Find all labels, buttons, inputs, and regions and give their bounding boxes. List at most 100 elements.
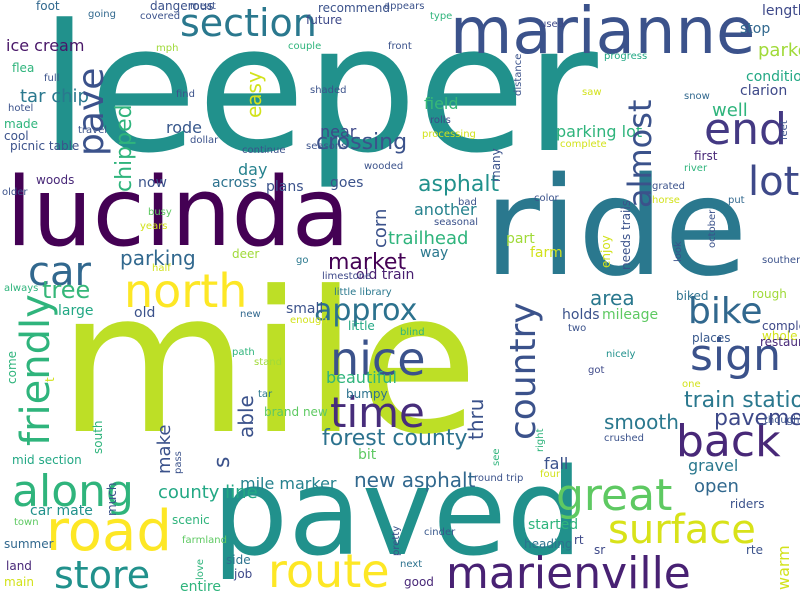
word-rte: completed — [762, 319, 800, 333]
word-progress: right — [535, 428, 546, 453]
word-rolls: crushed — [604, 433, 644, 444]
word-lucinda: lucinda — [6, 158, 350, 268]
word-needs-trails: mph — [156, 43, 179, 54]
word-paved: paved — [212, 444, 583, 583]
word-stand: side — [226, 553, 251, 567]
word-pass: cool — [4, 129, 29, 143]
word-rough: day — [238, 160, 268, 179]
word-new-asphalt: asphalt — [418, 172, 500, 197]
word-entire: places — [692, 331, 731, 345]
word-nicely: summer — [4, 537, 54, 551]
word-southern: got — [588, 365, 605, 376]
word-made: complete — [560, 139, 607, 150]
word-friendly: front — [388, 41, 412, 52]
word-almost: appears — [384, 1, 425, 12]
word-marianne: marianne — [450, 0, 756, 69]
word-one: farmland — [182, 535, 227, 546]
word-crushed: south — [91, 420, 105, 454]
word-old: tar chip — [20, 86, 89, 107]
word-rode: county line — [158, 482, 258, 503]
word-snow: though — [764, 415, 800, 426]
word-feet: dangerous — [150, 0, 214, 13]
word-continue: enjoy — [599, 235, 613, 268]
word-dangerous: october — [707, 209, 718, 248]
word-along: along — [12, 466, 134, 517]
word-bit: length — [762, 3, 800, 19]
word-near: crossing — [316, 130, 408, 155]
word-road: road — [46, 499, 172, 564]
word-crossing: train station — [684, 388, 800, 413]
word-cinder: started — [528, 517, 579, 533]
word-warm: dollar — [190, 135, 219, 146]
word-older: distance — [513, 53, 524, 96]
word-country: type — [430, 11, 453, 22]
word-brand-new: entire — [180, 579, 221, 595]
word-rt: small — [286, 301, 324, 317]
word-train-station: chipped — [112, 104, 137, 192]
word-years: path — [232, 347, 255, 358]
word-flea: feet — [779, 120, 790, 140]
word-county-line: thru — [464, 398, 488, 440]
word-length: car mate — [30, 503, 93, 519]
word-river: one — [682, 379, 701, 390]
word-seasonal: bumpy — [346, 387, 388, 401]
word-riders: restaurant — [760, 335, 800, 349]
word-horse: two — [568, 323, 587, 334]
word-dollar: needs trails — [619, 200, 633, 270]
word-foot: river — [684, 163, 708, 174]
word-parking-lot: beautiful — [326, 368, 397, 387]
word-love: travel — [78, 125, 108, 136]
word-blind: main — [4, 575, 34, 589]
word-many: going — [88, 9, 116, 20]
word-back: back — [676, 416, 781, 467]
word-future: years — [140, 221, 168, 232]
word-parking: approx — [314, 293, 418, 328]
word-t: full — [44, 73, 60, 84]
word-scenic: rough — [752, 287, 787, 301]
word-summer: sr — [594, 543, 606, 557]
word-whole: plans — [266, 179, 304, 195]
word-front: little library — [334, 287, 392, 298]
word-day: near — [320, 122, 357, 141]
word-field: easy — [242, 71, 266, 118]
word-gravel: area — [590, 286, 635, 310]
word-open: smooth — [604, 410, 679, 434]
word-right: always — [4, 283, 39, 294]
word-able: wooded — [364, 161, 404, 172]
word-marienville: marienville — [446, 548, 691, 599]
word-appears: deer — [232, 247, 260, 261]
word-got: town — [14, 517, 39, 528]
word-wooded: seasonal — [434, 217, 479, 228]
word-mid-section: warm — [774, 545, 793, 590]
word-now: another — [414, 200, 477, 219]
word-shaded: bad — [458, 197, 477, 208]
word-little: cinder — [424, 527, 456, 538]
word-round-trip: come — [5, 350, 19, 384]
word-bike: bike — [688, 291, 763, 332]
word-enough: next — [400, 559, 423, 570]
word-started: mileage — [602, 307, 659, 323]
word-pavement: parking — [120, 246, 196, 270]
word-half: stand — [254, 357, 282, 368]
word-store: store — [54, 553, 151, 597]
word-route: route — [268, 544, 390, 598]
word-area: tree — [42, 276, 91, 304]
word-corn: couple — [288, 41, 322, 52]
word-completed: woods — [36, 173, 75, 187]
word-tar: job — [234, 567, 253, 581]
word-little-library: much — [105, 482, 119, 517]
word-pave: used — [540, 19, 565, 30]
word-bad: enough — [290, 315, 328, 326]
word-ride: ride — [484, 149, 748, 307]
word-tree: pave — [71, 67, 112, 156]
word-heading: holds — [562, 307, 600, 323]
word-look: covered — [140, 11, 181, 22]
word-approx: friendly — [13, 294, 59, 446]
word-hotel: saw — [582, 87, 602, 98]
word-pretty: picnic table — [10, 139, 80, 153]
word-forest-county: s — [210, 456, 235, 468]
word-condition: old — [134, 305, 156, 321]
word-going: look — [673, 241, 684, 262]
word-mph: grated — [652, 181, 686, 192]
